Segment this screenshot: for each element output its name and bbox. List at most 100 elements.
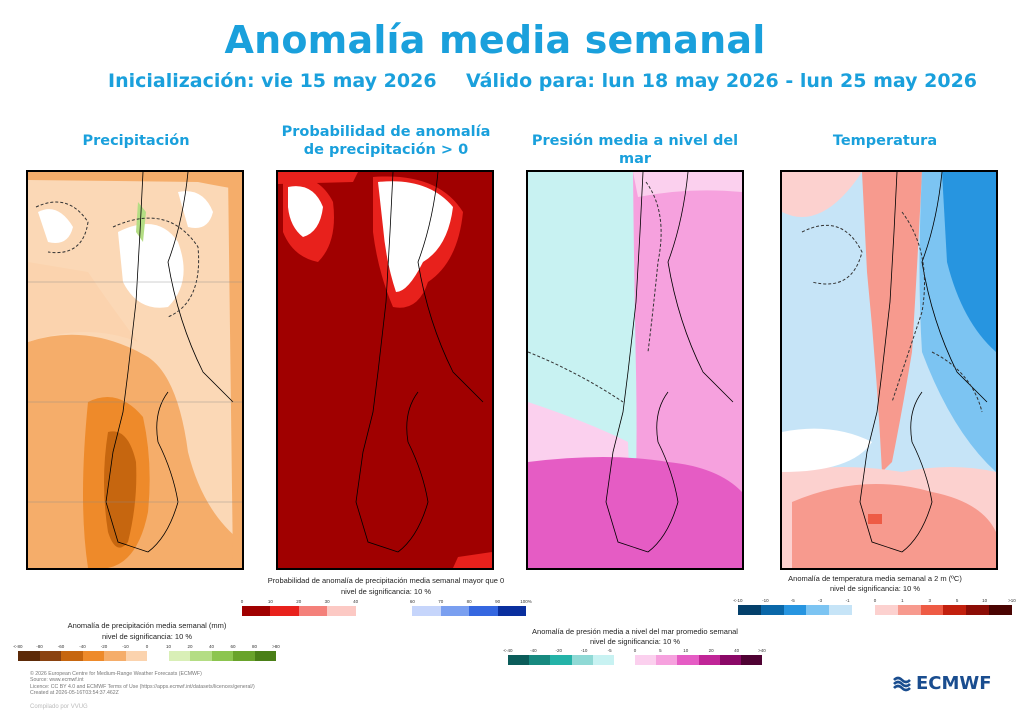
- panel-title-pressure: Presión media a nivel del mar: [531, 133, 739, 167]
- colorbar-tick-label: 0: [873, 598, 877, 603]
- panel-title-precipitation: Precipitación: [82, 133, 190, 149]
- colorbar-swatch: [270, 606, 299, 616]
- colorbar-swatch: [497, 606, 527, 616]
- colorbar-swatch: [592, 655, 614, 665]
- colorbar-swatch: [806, 605, 830, 615]
- colorbar-tick-label: -5: [607, 648, 612, 653]
- colorbar-swatch: [613, 655, 636, 665]
- colorbar-tick-label: 1: [901, 598, 904, 603]
- colorbar-tick-label: 80: [251, 644, 258, 649]
- colorbar-tick-label: 70: [438, 599, 444, 604]
- precip-colorbar-title-1: Anomalía de precipitación media semanal …: [67, 621, 227, 630]
- colorbar-swatch: [233, 651, 255, 661]
- colorbar-tick-label: 0: [633, 648, 637, 653]
- colorbar-tick-label: -10: [122, 644, 129, 649]
- colorbar-tick-label: 0: [145, 644, 149, 649]
- precip-colorbar: [18, 651, 276, 661]
- ecmwf-logo-text: ECMWF: [916, 673, 992, 694]
- temperature-map: [780, 170, 998, 570]
- colorbar-tick-label: >80: [272, 644, 280, 649]
- colorbar-tick-label: 5: [955, 598, 959, 603]
- colorbar-tick-label: 30: [324, 599, 330, 604]
- colorbar-swatch: [740, 655, 763, 665]
- colorbar-tick-label: 20: [296, 599, 302, 604]
- colorbar-swatch: [147, 651, 169, 661]
- colorbar-tick-label: 10: [982, 598, 988, 603]
- probability-map: [276, 170, 494, 570]
- colorbar-tick-label: 3: [928, 598, 932, 603]
- colorbar-swatch: [550, 655, 572, 665]
- credit-line: Licence: CC BY 4.0 and ECMWF Terms of Us…: [30, 683, 255, 690]
- colorbar-swatch: [355, 606, 385, 616]
- colorbar-swatch: [125, 651, 147, 661]
- colorbar-tick-label: -20: [555, 648, 563, 653]
- colorbar-tick-label: 40: [208, 644, 215, 649]
- pressure-colorbar-title-1: Anomalía de presión media a nivel del ma…: [532, 627, 738, 636]
- colorbar-swatch: [529, 655, 551, 665]
- colorbar-swatch: [298, 606, 328, 616]
- colorbar-swatch: [168, 651, 190, 661]
- colorbar-swatch: [571, 655, 593, 665]
- colorbar-tick-label: 80: [466, 599, 472, 604]
- precip-colorbar-title-2: nivel de significancia: 10 %: [101, 632, 193, 641]
- colorbar-swatch: [635, 655, 657, 665]
- credits: © 2026 European Centre for Medium-Range …: [30, 671, 255, 696]
- colorbar-tick-label: -60: [57, 644, 65, 649]
- ecmwf-logo: ECMWF: [890, 673, 992, 694]
- colorbar-tick-label: 40: [353, 599, 359, 604]
- colorbar-swatch: [677, 655, 699, 665]
- colorbar-swatch: [327, 606, 356, 616]
- colorbar-tick-label: 5: [659, 648, 662, 653]
- colorbar-swatch: [920, 605, 944, 615]
- prob-colorbar-title-1: Probabilidad de anomalía de precipitació…: [267, 576, 505, 585]
- colorbar-swatch: [39, 651, 61, 661]
- colorbar-tick-label: 60: [409, 599, 415, 604]
- colorbar-swatch: [242, 606, 271, 616]
- page-title: Anomalía media semanal: [224, 18, 766, 62]
- colorbar-tick-label: 10: [683, 648, 689, 653]
- colorbar-swatch: [989, 605, 1012, 615]
- colorbar-swatch: [469, 606, 498, 616]
- colorbar-swatch: [82, 651, 104, 661]
- colorbar-swatch: [874, 605, 898, 615]
- colorbar-swatch: [656, 655, 678, 665]
- temp-colorbar: [738, 605, 1012, 615]
- colorbar-tick-label: 60: [230, 644, 236, 649]
- colorbar-tick-label: 100%: [520, 599, 532, 604]
- valid-period-label: Válido para: lun 18 may 2026 - lun 25 ma…: [466, 70, 978, 92]
- colorbar-swatch: [783, 605, 807, 615]
- colorbar-tick-label: -5: [790, 598, 795, 603]
- compiled-by: Compilado por VVUG: [30, 704, 88, 710]
- precipitation-map: [26, 170, 244, 570]
- colorbar-tick-label: >10: [1008, 598, 1016, 603]
- colorbar-tick-label: -80: [36, 644, 43, 649]
- pressure-colorbar: [508, 655, 763, 665]
- colorbar-tick-label: <-10: [733, 598, 743, 603]
- colorbar-swatch: [943, 605, 967, 615]
- colorbar-swatch: [190, 651, 212, 661]
- colorbar-swatch: [18, 651, 40, 661]
- colorbar-tick-label: -10: [580, 648, 588, 653]
- colorbar-tick-label: >40: [758, 648, 766, 653]
- colorbar-tick-label: 20: [187, 644, 193, 649]
- colorbar-tick-label: <-80: [13, 644, 23, 649]
- colorbar-swatch: [698, 655, 720, 665]
- colorbar-swatch: [254, 651, 276, 661]
- colorbar-swatch: [897, 605, 921, 615]
- colorbar-tick-label: 90: [495, 599, 501, 604]
- colorbar-swatch: [440, 606, 470, 616]
- colorbar-tick-label: 20: [708, 648, 714, 653]
- colorbar-tick-label: 0: [240, 599, 244, 604]
- colorbar-tick-label: -40: [79, 644, 86, 649]
- colorbar-swatch: [104, 651, 126, 661]
- ecmwf-logo-icon: [893, 676, 911, 691]
- initialization-label: Inicialización: vie 15 may 2026: [108, 70, 437, 92]
- colorbar-tick-label: 10: [267, 599, 273, 604]
- colorbar-tick-label: -10: [762, 598, 769, 603]
- colorbar-tick-label: 10: [165, 644, 172, 649]
- credit-line: © 2026 European Centre for Medium-Range …: [30, 671, 202, 677]
- temp-colorbar-title-2: nivel de significancia: 10 %: [829, 584, 921, 593]
- colorbar-swatch: [211, 651, 233, 661]
- colorbar-tick-label: -40: [530, 648, 537, 653]
- credit-line: Source: www.ecmwf.int: [30, 677, 84, 684]
